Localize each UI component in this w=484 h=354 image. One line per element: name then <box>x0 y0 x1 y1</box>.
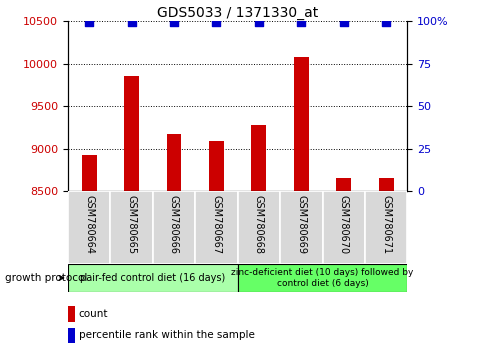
Point <box>339 19 347 25</box>
Text: percentile rank within the sample: percentile rank within the sample <box>78 330 254 341</box>
Point <box>127 19 135 25</box>
Text: GSM780664: GSM780664 <box>84 195 94 254</box>
Text: zinc-deficient diet (10 days) followed by
control diet (6 days): zinc-deficient diet (10 days) followed b… <box>231 268 413 287</box>
Bar <box>280 191 322 264</box>
Bar <box>335 178 350 191</box>
Bar <box>110 191 152 264</box>
Bar <box>293 57 308 191</box>
Bar <box>166 134 181 191</box>
Text: GSM780671: GSM780671 <box>380 195 391 254</box>
Text: GSM780669: GSM780669 <box>296 195 306 254</box>
Title: GDS5033 / 1371330_at: GDS5033 / 1371330_at <box>157 6 318 20</box>
Bar <box>152 191 195 264</box>
Bar <box>68 328 75 343</box>
Bar <box>68 264 237 292</box>
Bar <box>364 191 407 264</box>
Bar <box>237 191 280 264</box>
Bar <box>124 76 139 191</box>
Point <box>255 19 262 25</box>
Text: GSM780668: GSM780668 <box>253 195 263 254</box>
Text: GSM780667: GSM780667 <box>211 195 221 254</box>
Bar <box>68 191 110 264</box>
Bar <box>81 155 96 191</box>
Text: GSM780665: GSM780665 <box>126 195 136 254</box>
Point <box>381 19 389 25</box>
Text: growth protocol: growth protocol <box>5 273 87 283</box>
Point <box>297 19 304 25</box>
Bar <box>209 141 224 191</box>
Bar <box>322 191 364 264</box>
Text: GSM780670: GSM780670 <box>338 195 348 254</box>
Point <box>170 19 178 25</box>
Point <box>85 19 93 25</box>
Bar <box>195 191 237 264</box>
Text: count: count <box>78 309 108 319</box>
Bar <box>378 178 393 191</box>
Bar <box>68 307 75 321</box>
Bar <box>251 125 266 191</box>
Point <box>212 19 220 25</box>
Text: pair-fed control diet (16 days): pair-fed control diet (16 days) <box>80 273 225 283</box>
Text: GSM780666: GSM780666 <box>168 195 179 254</box>
Bar <box>237 264 407 292</box>
